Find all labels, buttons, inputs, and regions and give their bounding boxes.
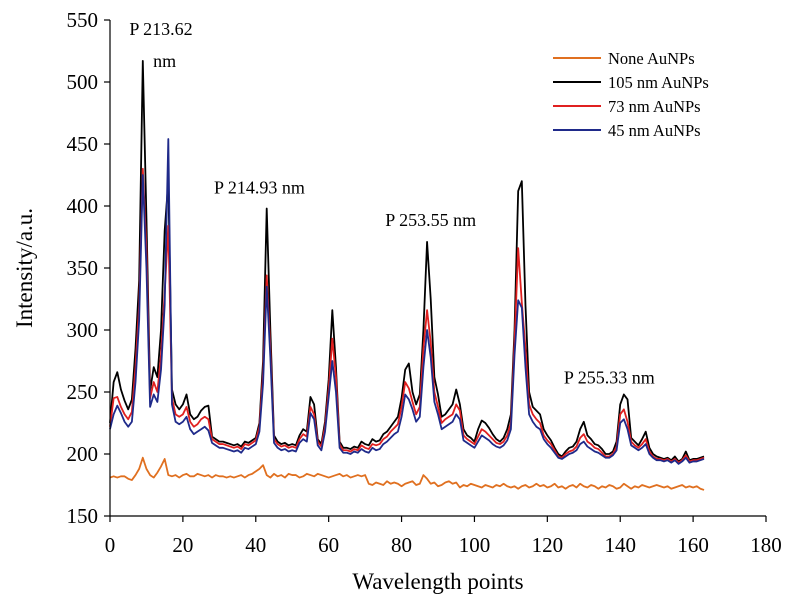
ticks-layer: 0 20 40 60 80 100 120 140 160 180 150 200 250 300 350 4… <box>67 8 782 557</box>
legend: None AuNPs 105 nm AuNPs 73 nm AuNPs 45 nm A… <box>553 49 709 140</box>
x-tick-label: 60 <box>318 533 339 557</box>
y-tick-label: 450 <box>67 132 99 156</box>
x-tick-label: 120 <box>532 533 564 557</box>
x-tick-label: 140 <box>604 533 636 557</box>
annotation-layer: P 213.62 nm P 214.93 nm P 253.55 nm P 255.33… <box>129 19 654 387</box>
peak-annotation: nm <box>153 51 176 71</box>
x-tick-label: 20 <box>172 533 193 557</box>
legend-label: 105 nm AuNPs <box>608 73 709 92</box>
y-tick-label: 250 <box>67 380 99 404</box>
y-tick-label: 350 <box>67 256 99 280</box>
x-tick-label: 40 <box>245 533 266 557</box>
series-line-45-nm-aunps <box>109 138 705 465</box>
y-tick-label: 550 <box>67 8 99 32</box>
peak-annotation: P 255.33 nm <box>564 367 655 387</box>
legend-label: None AuNPs <box>608 49 695 68</box>
peak-annotation: P 213.62 <box>129 19 192 39</box>
peak-annotation: P 214.93 nm <box>214 178 305 198</box>
y-axis-title: Intensity/a.u. <box>12 208 37 328</box>
y-tick-label: 500 <box>67 70 99 94</box>
x-tick-label: 160 <box>677 533 709 557</box>
series-line-105-nm-aunps <box>109 60 705 463</box>
legend-label: 73 nm AuNPs <box>608 97 701 116</box>
series-line-none-aunps <box>109 456 705 491</box>
x-tick-label: 0 <box>105 533 116 557</box>
legend-label: 45 nm AuNPs <box>608 121 701 140</box>
y-tick-label: 300 <box>67 318 99 342</box>
x-tick-label: 100 <box>459 533 491 557</box>
y-tick-label: 400 <box>67 194 99 218</box>
x-tick-label: 180 <box>750 533 782 557</box>
peak-annotation: P 253.55 nm <box>385 210 476 230</box>
y-tick-label: 200 <box>67 442 99 466</box>
y-tick-label: 150 <box>67 504 99 528</box>
series-layer <box>109 60 705 491</box>
x-axis-title: Wavelength points <box>352 569 523 594</box>
x-tick-label: 80 <box>391 533 412 557</box>
series-line-73-nm-aunps <box>109 167 705 464</box>
